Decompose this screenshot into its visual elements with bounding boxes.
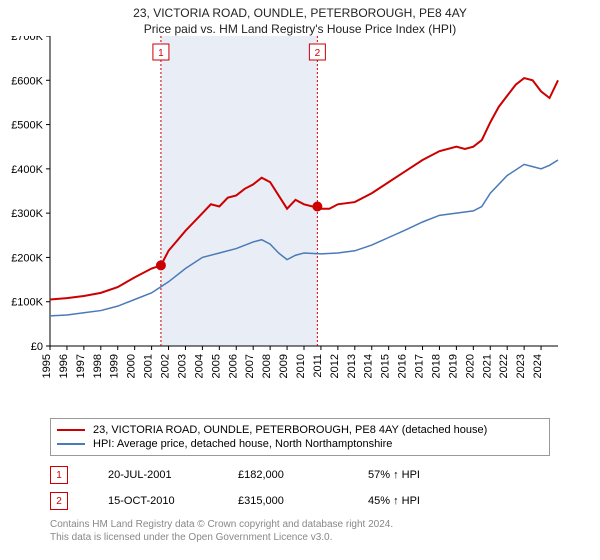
xtick-label: 1997 bbox=[75, 354, 87, 378]
sale-pct: 45% ↑ HPI bbox=[368, 495, 458, 507]
xtick-label: 1999 bbox=[109, 354, 121, 378]
legend-item: HPI: Average price, detached house, Nort… bbox=[57, 437, 543, 451]
xtick-label: 2013 bbox=[346, 354, 358, 378]
xtick-label: 2017 bbox=[414, 354, 426, 378]
price-chart: £0 £100K £200K £300K £400K £500K £600K £700K 199… bbox=[0, 36, 580, 416]
legend: 23, VICTORIA ROAD, OUNDLE, PETERBOROUGH,… bbox=[50, 418, 550, 456]
xtick-label: 2005 bbox=[210, 354, 222, 378]
legend-swatch bbox=[57, 429, 85, 431]
ytick-label: £400K bbox=[11, 164, 43, 176]
xtick-label: 2011 bbox=[312, 354, 324, 378]
ytick-label: £200K bbox=[11, 252, 43, 264]
xtick-label: 2012 bbox=[329, 354, 341, 378]
xtick-label: 2018 bbox=[430, 354, 442, 378]
sales-table: 1 20-JUL-2001 £182,000 57% ↑ HPI 2 15-OCT-201… bbox=[50, 462, 550, 514]
sale-price: £315,000 bbox=[238, 495, 328, 507]
xtick-label: 2019 bbox=[447, 354, 459, 378]
ytick-label: £100K bbox=[11, 297, 43, 309]
xtick-label: 2020 bbox=[464, 354, 476, 378]
svg-text:1: 1 bbox=[158, 48, 164, 59]
legend-swatch bbox=[57, 443, 85, 445]
chart-title-line1: 23, VICTORIA ROAD, OUNDLE, PETERBOROUGH,… bbox=[0, 0, 600, 20]
sale-row: 2 15-OCT-2010 £315,000 45% ↑ HPI bbox=[50, 488, 550, 514]
sale-date: 15-OCT-2010 bbox=[108, 495, 198, 507]
sale-badge: 1 bbox=[50, 466, 68, 484]
xtick-label: 2002 bbox=[160, 354, 172, 378]
xtick-label: 2006 bbox=[227, 354, 239, 378]
xtick-label: 2024 bbox=[532, 354, 544, 378]
ytick-label: £500K bbox=[11, 120, 43, 132]
xtick-label: 2008 bbox=[261, 354, 273, 378]
ytick-label: £700K bbox=[11, 36, 43, 43]
footer-line1: Contains HM Land Registry data © Crown c… bbox=[50, 518, 550, 531]
svg-text:2: 2 bbox=[315, 48, 321, 59]
ytick-label: £600K bbox=[11, 75, 43, 87]
sale-pct: 57% ↑ HPI bbox=[368, 469, 458, 481]
sale-point bbox=[156, 260, 166, 270]
sale-date: 20-JUL-2001 bbox=[108, 469, 198, 481]
legend-label: HPI: Average price, detached house, Nort… bbox=[93, 438, 392, 450]
footer-attribution: Contains HM Land Registry data © Crown c… bbox=[50, 518, 550, 544]
xtick-label: 1998 bbox=[92, 354, 104, 378]
xtick-label: 2010 bbox=[295, 354, 307, 378]
xtick-label: 2000 bbox=[126, 354, 138, 378]
xtick-label: 1996 bbox=[58, 354, 70, 378]
legend-item: 23, VICTORIA ROAD, OUNDLE, PETERBOROUGH,… bbox=[57, 423, 543, 437]
footer-line2: This data is licensed under the Open Gov… bbox=[50, 531, 550, 544]
xtick-label: 2023 bbox=[515, 354, 527, 378]
xtick-label: 2015 bbox=[380, 354, 392, 378]
xtick-label: 2016 bbox=[397, 354, 409, 378]
xtick-label: 2014 bbox=[363, 354, 375, 378]
sale-price: £182,000 bbox=[238, 469, 328, 481]
sale-point bbox=[312, 202, 322, 212]
sale-badge: 2 bbox=[50, 492, 68, 510]
xtick-label: 1995 bbox=[41, 354, 53, 378]
xtick-label: 2021 bbox=[481, 354, 493, 378]
legend-label: 23, VICTORIA ROAD, OUNDLE, PETERBOROUGH,… bbox=[93, 424, 487, 436]
chart-title-line2: Price paid vs. HM Land Registry's House … bbox=[0, 20, 600, 36]
xtick-label: 2004 bbox=[193, 354, 205, 378]
xtick-label: 2007 bbox=[244, 354, 256, 378]
xtick-label: 2009 bbox=[278, 354, 290, 378]
sale-row: 1 20-JUL-2001 £182,000 57% ↑ HPI bbox=[50, 462, 550, 488]
xtick-label: 2003 bbox=[176, 354, 188, 378]
ytick-label: £300K bbox=[11, 208, 43, 220]
ytick-label: £0 bbox=[31, 341, 43, 353]
xtick-label: 2022 bbox=[498, 354, 510, 378]
xtick-label: 2001 bbox=[143, 354, 155, 378]
